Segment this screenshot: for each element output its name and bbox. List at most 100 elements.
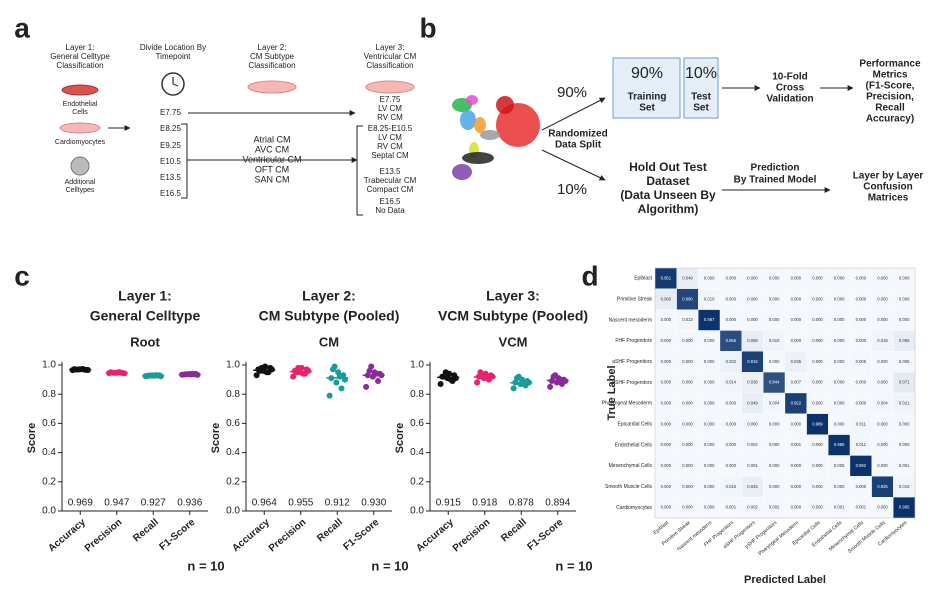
mean-label: 0.927 (141, 498, 166, 509)
cell-label: 0.013 (682, 317, 693, 322)
cell-label: 0.000 (682, 484, 693, 489)
chart-subtitle: CM (319, 334, 339, 349)
cell-label: 0.000 (769, 442, 780, 447)
cell-label: 0.000 (747, 296, 758, 301)
cell-label: 0.000 (682, 421, 693, 426)
row-label: Endothelial Cells (615, 442, 653, 448)
cell-label: 0.014 (726, 380, 737, 385)
cell-label: 0.000 (877, 421, 888, 426)
row-label: Epicardial Cells (618, 422, 653, 428)
cell-label: 0.000 (704, 421, 715, 426)
y-tick-label: 0.8 (42, 389, 56, 400)
training-box (612, 57, 681, 119)
layer-title: CM Subtype (250, 52, 295, 61)
cell-label: 0.000 (812, 380, 823, 385)
panel-letter: a (14, 12, 30, 43)
layer-title: Classification (366, 61, 413, 70)
row-label: Epiblast (634, 276, 652, 282)
cell-label: 0.000 (812, 442, 823, 447)
timepoint: E16.5 (160, 189, 181, 198)
score-point (442, 369, 449, 376)
score-point (333, 379, 340, 386)
holdout-label: (Data Unseen By (620, 188, 716, 202)
score-point (520, 380, 527, 387)
cell-label: 0.995 (899, 505, 910, 510)
cell-label: 0.000 (834, 380, 845, 385)
chart-subtitle: VCM (499, 334, 528, 349)
cell-label: 0.000 (856, 338, 867, 343)
cell-label: 0.000 (704, 505, 715, 510)
panel-letter: d (581, 260, 598, 291)
mean-label: 0.955 (288, 498, 313, 509)
cm-subtype: Ventricular CM (242, 154, 301, 164)
cell-label: 0.004 (877, 401, 888, 406)
mean-label: 0.912 (325, 498, 350, 509)
vcm-class: RV CM (377, 142, 403, 151)
y-tick-label: 0.2 (42, 476, 56, 487)
score-point (295, 364, 302, 371)
mean-label: 0.915 (436, 498, 461, 509)
cell-label: 0.000 (812, 401, 823, 406)
x-tick-label: Precision (83, 517, 125, 554)
row-label: Primitive Streak (617, 297, 653, 303)
x-tick-label: Accuracy (230, 517, 272, 555)
cell-label: 0.000 (769, 463, 780, 468)
prediction-label: Prediction (751, 163, 800, 174)
score-point (290, 373, 297, 380)
umap-cluster (466, 95, 478, 105)
train-percent: 90% (631, 65, 663, 82)
cell-label: 0.004 (769, 401, 780, 406)
cell-label: 0.000 (899, 276, 910, 281)
y-tick-label: 1.0 (410, 360, 424, 371)
cell-label: 0.000 (769, 484, 780, 489)
x-tick-label: F1-Score (342, 517, 382, 553)
x-tick-label: Accuracy (46, 517, 88, 555)
cell-label: 0.000 (877, 296, 888, 301)
cell-label: 0.001 (834, 505, 845, 510)
cell-label: 0.000 (726, 442, 737, 447)
score-point (338, 385, 345, 392)
cell-label: 0.000 (661, 505, 672, 510)
cell-type-label: Cells (72, 109, 88, 116)
cell-label: 0.000 (856, 317, 867, 322)
y-tick-label: 0.6 (226, 418, 240, 429)
cm-subtype: Atrial CM (253, 134, 290, 144)
cell-label: 0.000 (704, 442, 715, 447)
cell-label: 0.951 (661, 276, 672, 281)
cell-label: 0.010 (704, 296, 715, 301)
cm-subtype: OFT CM (255, 164, 289, 174)
endothelial-icon (61, 84, 99, 96)
mean-label: 0.894 (545, 498, 570, 509)
chart-title: Layer 2: (302, 288, 356, 304)
cell-label: 0.000 (791, 421, 802, 426)
layer-title: Classification (248, 61, 295, 70)
cell-label: 0.000 (834, 296, 845, 301)
umap-cluster (460, 110, 476, 130)
split-percent: 10% (557, 181, 587, 198)
cell-label: 0.000 (834, 484, 845, 489)
chart-title: Layer 3: (486, 288, 540, 304)
score-point (375, 378, 381, 385)
score-point (331, 363, 338, 370)
y-tick-label: 0.8 (226, 389, 240, 400)
cell-label: 0.000 (791, 338, 802, 343)
panel-letter: b (419, 12, 436, 43)
cell-label: 0.002 (747, 505, 758, 510)
x-axis-label: Predicted Label (744, 574, 826, 586)
cv-label: Validation (766, 94, 813, 105)
cell-label: 0.036 (747, 380, 758, 385)
vcm-class: Trabecular CM (364, 176, 417, 185)
x-tick-label: Recall (499, 517, 529, 545)
layer-title: General Celltype (50, 52, 110, 61)
cell-label: 0.000 (704, 276, 715, 281)
cell-label: 0.060 (661, 296, 672, 301)
cell-label: 0.049 (747, 401, 758, 406)
score-point (363, 383, 370, 390)
cell-label: 0.000 (726, 421, 737, 426)
n-label: n = 10 (187, 558, 224, 573)
cell-label: 0.000 (704, 380, 715, 385)
cell-label: 0.000 (682, 338, 693, 343)
y-tick-label: 0.4 (226, 447, 240, 458)
n-label: n = 10 (555, 558, 592, 573)
cell-label: 0.000 (812, 276, 823, 281)
